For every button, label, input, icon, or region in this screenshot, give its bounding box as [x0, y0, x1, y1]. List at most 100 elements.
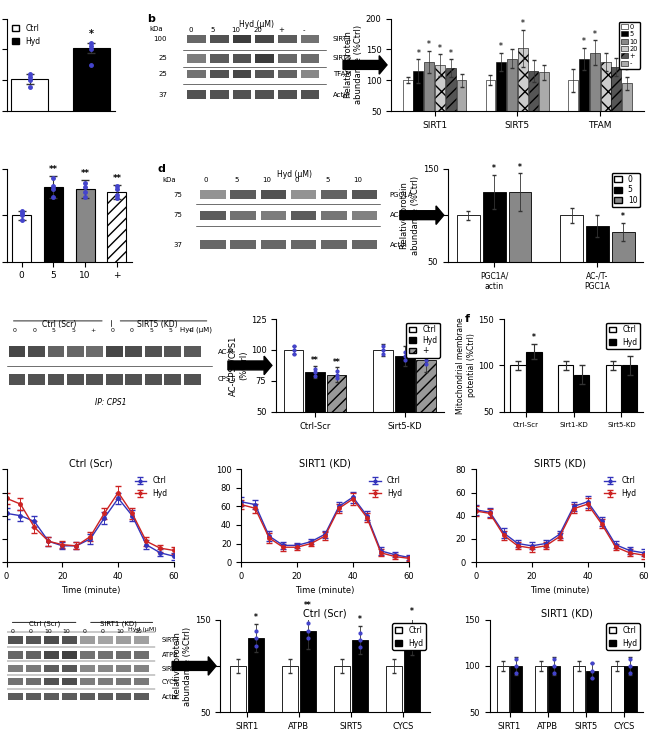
Text: *: * [89, 29, 94, 39]
Bar [300, 70, 319, 79]
Bar [413, 71, 423, 142]
Text: 10: 10 [62, 628, 70, 634]
Bar [612, 67, 621, 142]
Bar [8, 374, 25, 385]
Bar [435, 65, 445, 142]
Bar [278, 70, 296, 79]
Bar [278, 35, 296, 43]
Text: **: ** [81, 169, 90, 178]
Text: *: * [518, 162, 522, 171]
Text: AC-K: AC-K [218, 349, 235, 355]
Bar [28, 374, 45, 385]
Bar [373, 350, 393, 473]
Bar [352, 190, 377, 200]
Bar [80, 651, 96, 659]
Text: +: + [90, 328, 96, 333]
Bar [233, 54, 252, 62]
Text: 5: 5 [52, 328, 56, 333]
Text: Actin: Actin [390, 242, 408, 248]
Bar [528, 71, 538, 142]
Bar [8, 651, 23, 659]
Text: kDa: kDa [150, 26, 163, 32]
Bar [321, 240, 347, 249]
Bar [321, 190, 347, 200]
Bar [67, 374, 84, 385]
Legend: Ctrl, Hyd: Ctrl, Hyd [606, 623, 640, 650]
Bar [8, 346, 25, 357]
Text: **: ** [304, 601, 312, 610]
Bar [134, 693, 149, 700]
Text: SIRT5 (KD): SIRT5 (KD) [137, 320, 177, 329]
Bar [145, 346, 162, 357]
Bar [125, 374, 142, 385]
Bar [300, 35, 319, 43]
Bar [26, 665, 42, 672]
Bar [404, 636, 420, 742]
Text: 5: 5 [150, 328, 153, 333]
Title: Ctrl (Scr): Ctrl (Scr) [303, 608, 347, 619]
Bar [164, 346, 181, 357]
Text: +: + [278, 27, 284, 33]
Text: *: * [410, 607, 414, 616]
Text: Actin: Actin [162, 694, 178, 700]
Text: *: * [521, 19, 525, 28]
Bar [116, 693, 131, 700]
X-axis label: Time (minute): Time (minute) [295, 586, 355, 595]
Legend: Ctrl, Hyd: Ctrl, Hyd [10, 22, 42, 47]
Bar [134, 651, 149, 659]
Bar [184, 346, 201, 357]
Bar [321, 211, 347, 220]
Bar [334, 666, 350, 742]
Text: 75: 75 [174, 191, 183, 198]
Text: 0: 0 [111, 328, 114, 333]
Legend: 0, 5, 10, 20, +, -: 0, 5, 10, 20, +, - [619, 22, 640, 68]
Bar [510, 365, 525, 458]
Bar [496, 62, 506, 142]
Bar [291, 211, 317, 220]
Text: 0: 0 [83, 628, 86, 634]
Text: Hyd (μM): Hyd (μM) [179, 326, 212, 333]
Bar [44, 651, 59, 659]
Text: 0: 0 [188, 27, 192, 33]
Text: *: * [427, 41, 431, 50]
Bar [601, 62, 610, 142]
Bar [579, 59, 589, 142]
Title: SIRT1 (KD): SIRT1 (KD) [541, 608, 593, 619]
Bar [26, 651, 42, 659]
Bar [548, 666, 560, 742]
Bar [352, 640, 368, 742]
Bar [98, 636, 113, 643]
Bar [510, 666, 522, 742]
X-axis label: Time (minute): Time (minute) [60, 586, 120, 595]
Legend: Ctrl, Hyd: Ctrl, Hyd [393, 623, 426, 650]
Bar [116, 636, 131, 643]
Text: *: * [532, 333, 536, 342]
Bar [255, 35, 274, 43]
Bar [261, 240, 286, 249]
Bar [540, 73, 549, 142]
Bar [210, 91, 229, 99]
Text: 5: 5 [325, 177, 330, 183]
Bar [574, 375, 590, 458]
Text: 0: 0 [13, 328, 17, 333]
Legend: Ctrl, Hyd, +: Ctrl, Hyd, + [406, 323, 440, 358]
Bar [586, 226, 609, 308]
Text: f: f [465, 315, 470, 324]
Bar [612, 232, 634, 308]
Bar [457, 215, 480, 308]
Bar [187, 91, 206, 99]
Text: IP: CPS1: IP: CPS1 [96, 398, 127, 407]
Bar [26, 693, 42, 700]
Bar [622, 365, 637, 458]
Bar [80, 665, 96, 672]
Bar [395, 356, 415, 473]
Text: *: * [492, 165, 496, 174]
Bar [62, 678, 77, 686]
Bar [507, 59, 517, 142]
Bar [278, 91, 296, 99]
Bar [255, 54, 274, 62]
Bar [483, 192, 506, 308]
Bar [568, 80, 578, 142]
Text: CPS1: CPS1 [218, 376, 236, 382]
Bar [612, 666, 623, 742]
